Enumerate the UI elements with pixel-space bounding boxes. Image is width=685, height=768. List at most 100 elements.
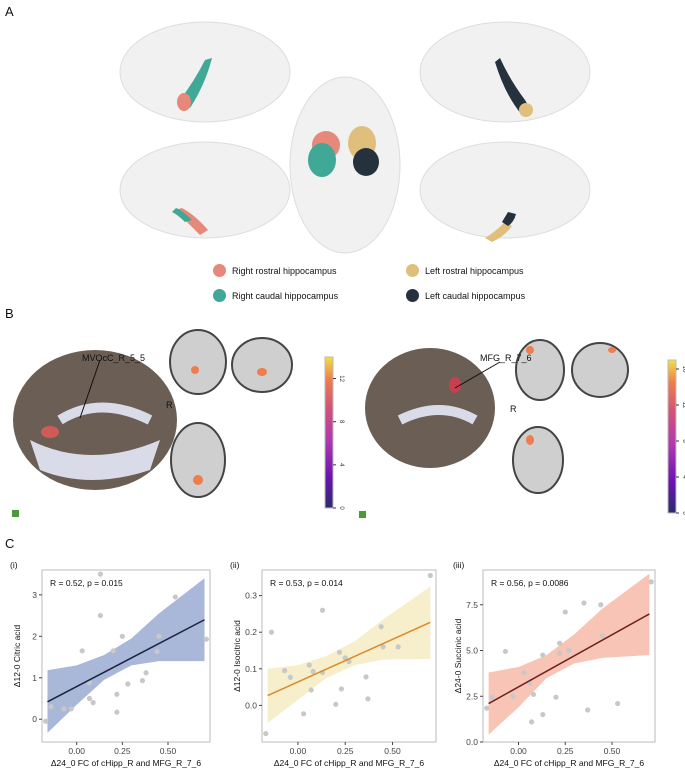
data-point <box>333 701 339 707</box>
slices-left <box>169 329 293 498</box>
plot-frame <box>41 569 211 743</box>
data-point <box>557 640 563 646</box>
colorbar-tick-label: 4 <box>338 463 344 467</box>
scatter-chart-2: 0.00 0.25 0.50 0.0 0.1 0.2 0.3 R = 0.53, p = 0.… <box>230 560 437 768</box>
data-point <box>484 705 490 711</box>
y-tick-label: 0 <box>32 714 37 724</box>
data-point <box>521 669 527 676</box>
data-point <box>380 644 386 650</box>
colorbar-tick-label: 4 <box>681 475 685 479</box>
data-point <box>154 649 160 655</box>
data-point <box>585 707 591 713</box>
data-point <box>427 572 433 579</box>
data-point <box>566 647 572 654</box>
data-point <box>282 668 288 674</box>
legend-item: Right caudal hippocampus <box>213 289 338 302</box>
scatter-chart-3: 0.00 0.25 0.50 0.0 2.5 5.0 7.5 R = 0.56, p = 0.… <box>453 560 656 768</box>
y-axis-label: Δ12-0 Citric acid <box>12 625 22 688</box>
y-tick-label: 3 <box>32 590 37 600</box>
panel-label-a: A <box>5 4 14 19</box>
plot-frame <box>261 569 437 743</box>
data-point <box>306 662 312 668</box>
confidence-band <box>267 586 431 723</box>
subpanel-label: (i) <box>10 560 18 570</box>
x-tick-label: 0.50 <box>384 746 401 756</box>
data-point <box>553 694 559 700</box>
regression-line <box>47 619 205 703</box>
subpanel-label: (ii) <box>230 560 240 570</box>
correlation-annotation: R = 0.53, p = 0.014 <box>270 578 343 588</box>
x-axis-label: Δ24_0 FC of cHipp_R and MFG_R_7_6 <box>494 758 645 768</box>
data-point <box>263 730 269 737</box>
x-tick-label: 0.25 <box>114 746 131 756</box>
data-point <box>43 718 49 724</box>
x-tick-label: 0.50 <box>160 746 177 756</box>
data-point <box>342 655 348 661</box>
x-axis-label: Δ24_0 FC of cHipp_R and MFG_R_7_6 <box>274 758 425 768</box>
colorbar-tick-label: 8 <box>338 420 344 424</box>
data-point <box>110 648 116 654</box>
y-tick-label: 7.5 <box>466 600 478 610</box>
data-point <box>540 711 546 718</box>
slices-right <box>512 339 629 494</box>
legend-label: Left caudal hippocampus <box>425 290 526 301</box>
legend-swatch <box>213 289 226 302</box>
x-tick-label: 0.50 <box>604 746 621 756</box>
plot-frame <box>482 569 656 743</box>
data-point <box>79 648 85 654</box>
brain-left-medial-bottom <box>419 141 591 242</box>
legend-label: Right rostral hippocampus <box>232 265 337 276</box>
data-point <box>114 691 120 697</box>
data-point <box>86 680 93 686</box>
legend-swatch <box>406 289 419 302</box>
orientation-cube-icon <box>359 511 366 518</box>
data-point <box>125 681 131 687</box>
data-point <box>365 696 371 702</box>
scatter-chart-1: 0.00 0.25 0.50 0 1 2 3 R = 0.52, p = 0.015 Δ24_0… <box>10 560 211 768</box>
data-point <box>86 695 93 702</box>
region-label-left: MVOcC_R_5_5 <box>82 353 146 363</box>
data-point <box>143 670 149 676</box>
y-tick-label: 0.0 <box>466 737 478 747</box>
x-tick-label: 0.00 <box>290 746 307 756</box>
data-point <box>529 719 535 725</box>
data-point <box>336 649 343 655</box>
data-point <box>172 594 178 600</box>
y-tick-label: 2 <box>32 631 37 641</box>
y-tick-label: 1 <box>32 673 37 683</box>
y-tick-label: 2.5 <box>466 691 478 701</box>
y-axis-label: Δ12-0 Isocitric acid <box>232 620 242 692</box>
brain-ventral-center <box>289 76 401 254</box>
data-point <box>319 669 326 676</box>
y-tick-label: 0.0 <box>245 700 257 710</box>
brain-right-lateral-top <box>119 21 291 123</box>
data-point <box>395 644 401 650</box>
data-point <box>338 686 345 692</box>
brain-3d-right <box>365 348 495 468</box>
data-point <box>530 691 537 698</box>
y-tick-label: 0.2 <box>245 627 257 637</box>
data-point <box>319 607 326 613</box>
data-point <box>156 633 162 639</box>
colorbar-tick-label: 16 <box>681 366 685 373</box>
colorbar <box>324 356 334 509</box>
data-point <box>581 600 587 606</box>
colorbar-tick-label: 0 <box>681 511 685 515</box>
data-point <box>378 624 384 630</box>
x-tick-label: 0.00 <box>68 746 85 756</box>
colorbar-tick-label: 0 <box>338 506 344 510</box>
data-point <box>139 678 146 684</box>
colorbar <box>667 359 677 514</box>
data-point <box>600 633 606 639</box>
x-tick-label: 0.25 <box>557 746 574 756</box>
correlation-annotation: R = 0.52, p = 0.015 <box>50 578 123 588</box>
data-point <box>562 609 568 615</box>
brain-renderings: 0 4 8 12 0 4 8 12 16 <box>12 21 685 518</box>
data-point <box>527 680 533 687</box>
x-tick-label: 0.25 <box>337 746 354 756</box>
colorbar-tick-label: 12 <box>338 375 344 382</box>
brain-3d-left <box>13 350 177 490</box>
legend-swatch <box>213 264 226 277</box>
data-point <box>61 706 67 712</box>
data-point <box>540 652 546 658</box>
